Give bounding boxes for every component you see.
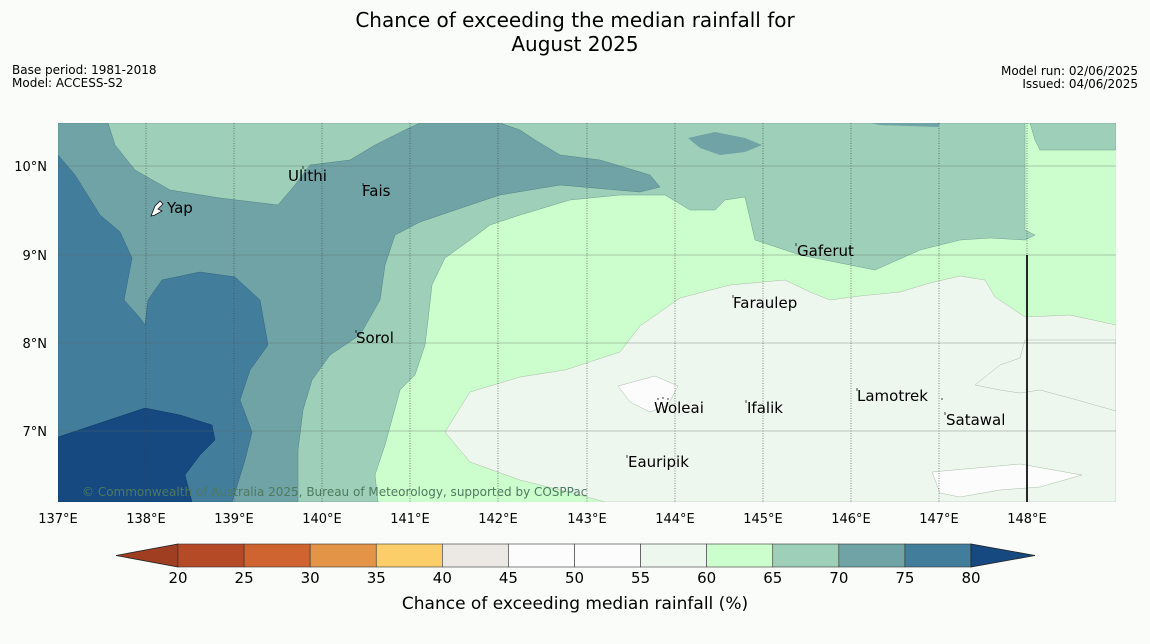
base-period: Base period: 1981-2018 (12, 63, 157, 77)
colorbar-tick-label: 70 (829, 569, 848, 587)
contour-layer (58, 123, 1116, 502)
place-label-woleai: Woleai (654, 399, 704, 417)
model-run-date: Model run: 02/06/2025 (1000, 64, 1138, 78)
colorbar-segment (640, 543, 707, 568)
zone-55-60 (444, 275, 1116, 502)
lon-label-147e: 147°E (919, 512, 959, 527)
parallels (58, 165, 1116, 432)
copyright-notice: © Commonwealth of Australia 2025, Bureau… (82, 485, 587, 499)
colorbar-tick-label: 55 (631, 569, 650, 587)
colorbar-segment (838, 543, 906, 568)
place-label-satawal: Satawal (946, 411, 1005, 429)
lon-tick-labels: 137°E 138°E 139°E 140°E 141°E 142°E 143°… (38, 512, 1047, 527)
zone-above-80 (58, 407, 216, 502)
colorbar-tick-label: 25 (235, 569, 254, 587)
colorbar-tick-label: 45 (499, 569, 518, 587)
colorbar-segment (772, 543, 840, 568)
colorbar-tick-label: 65 (763, 569, 782, 587)
place-label-yap: Yap (166, 199, 193, 217)
lon-label-148e: 148°E (1007, 512, 1047, 527)
place-label-faraulep: Faraulep (733, 294, 797, 312)
colorbar-tick-label: 40 (433, 569, 452, 587)
place-label-gaferut: Gaferut (797, 242, 854, 260)
issued-date: Issued: 04/06/2025 (1022, 77, 1138, 91)
lat-label-10n: 10°N (14, 160, 47, 175)
colorbar-segment (442, 543, 509, 568)
graticule (145, 123, 1028, 502)
place-label-ifalik: Ifalik (747, 399, 783, 417)
place-label-sorol: Sorol (356, 329, 394, 347)
zone-50-55-a (617, 375, 679, 413)
islands (150, 166, 946, 458)
map-title: Chance of exceeding the median rainfall … (0, 8, 1150, 56)
lat-tick-labels: 10°N 9°N 8°N 7°N (14, 160, 47, 440)
place-label-eauripik: Eauripik (628, 453, 689, 471)
colorbar-segment (375, 543, 443, 568)
colorbar-segment (904, 543, 972, 568)
lon-label-143e: 143°E (567, 512, 607, 527)
place-label-lamotrek: Lamotrek (857, 387, 928, 405)
zone-70-75-patch (688, 132, 762, 155)
lon-label-139e: 139°E (214, 512, 254, 527)
run-info: Model run: 02/06/2025 Issued: 04/06/2025 (1001, 65, 1138, 91)
zone-70-75-sliver (870, 123, 940, 127)
lon-label-145e: 145°E (743, 512, 783, 527)
lon-label-146e: 146°E (831, 512, 871, 527)
colorbar-segment (508, 543, 575, 568)
place-label-ulithi: Ulithi (288, 167, 327, 185)
lon-label-137e: 137°E (38, 512, 78, 527)
colorbar-segment (309, 543, 377, 568)
place-labels: Ulithi Fais Yap Gaferut Faraulep Sorol L… (166, 167, 1005, 471)
colorbar-tick-label: 30 (301, 569, 320, 587)
zone-50-55-b (931, 463, 1083, 498)
colorbar-tick-label: 50 (565, 569, 584, 587)
lon-label-141e: 141°E (390, 512, 430, 527)
colorbar-segment (243, 543, 311, 568)
colorbar-tick-label: 35 (367, 569, 386, 587)
colorbar-segment (177, 543, 245, 568)
colorbar: 20 25 30 35 40 45 50 55 60 65 70 75 80 (115, 543, 1036, 587)
title-line-2: August 2025 (511, 32, 639, 56)
colorbar-segment (706, 543, 774, 568)
colorbar-tick-label: 20 (168, 569, 187, 587)
lon-label-144e: 144°E (655, 512, 695, 527)
colorbar-tick-label: 80 (961, 569, 980, 587)
lon-label-138e: 138°E (126, 512, 166, 527)
model-info: Base period: 1981-2018 Model: ACCESS-S2 (12, 64, 157, 90)
colorbar-extend-low (115, 543, 179, 568)
model-name: Model: ACCESS-S2 (12, 76, 124, 90)
lat-label-7n: 7°N (23, 425, 48, 440)
legend-title: Chance of exceeding median rainfall (%) (401, 594, 749, 614)
place-label-fais: Fais (362, 182, 391, 200)
lat-label-8n: 8°N (23, 337, 48, 352)
colorbar-extend-high (970, 543, 1036, 568)
colorbar-segment (574, 543, 641, 568)
colorbar-tick-label: 75 (895, 569, 914, 587)
yap-island-icon (150, 200, 164, 217)
lon-label-140e: 140°E (302, 512, 342, 527)
colorbar-tick-label: 60 (697, 569, 716, 587)
title-line-1: Chance of exceeding the median rainfall … (355, 8, 795, 32)
lon-label-142e: 142°E (478, 512, 518, 527)
lat-label-9n: 9°N (23, 249, 48, 264)
zone-75-80 (58, 154, 269, 502)
